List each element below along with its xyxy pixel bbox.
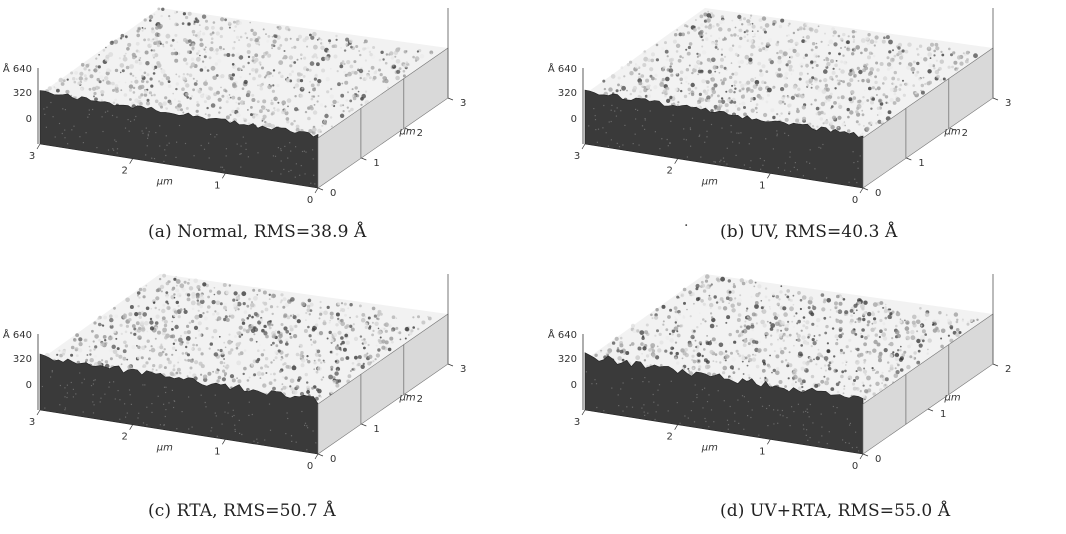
x-unit-label: μm (701, 442, 718, 453)
afm-panel-a: Å 640 320 0 3 2 1 0 μm 0 1 2 3 μm (0, 0, 520, 206)
x-tick-label: 1 (214, 180, 220, 191)
x-unit-label: μm (156, 442, 173, 453)
y-tick-label: 1 (918, 158, 924, 169)
x-tick-label: 3 (29, 151, 35, 162)
y-tick-label: 1 (940, 409, 946, 420)
y-tick-label: 2 (1005, 364, 1011, 375)
x-tick-label: 0 (307, 461, 313, 472)
y-tick-label: 2 (417, 128, 423, 139)
stray-mark: · (684, 218, 689, 234)
surface-texture (602, 10, 978, 139)
afm-surface-a: Å 640 320 0 3 2 1 0 μm 0 1 2 3 μm (3, 7, 466, 206)
z-tick-label: Å 640 (548, 328, 577, 341)
z-tick-label: 320 (558, 354, 577, 365)
z-tick-label: 320 (13, 354, 32, 365)
surface-texture (42, 7, 434, 138)
x-tick-label: 1 (759, 446, 765, 457)
y-tick-label: 1 (373, 158, 379, 169)
y-tick-label: 3 (460, 98, 466, 109)
y-unit-label: μm (399, 393, 416, 404)
x-tick-label: 3 (574, 417, 580, 428)
x-tick-label: 0 (852, 461, 858, 472)
y-tick-label: 2 (962, 128, 968, 139)
y-tick-label: 0 (330, 188, 336, 199)
z-tick-label: 0 (571, 114, 577, 125)
afm-panel-b: Å 640 320 0 3 2 1 0 μm 0 1 2 3 μm (545, 0, 1065, 206)
afm-surface-b: Å 640 320 0 3 2 1 0 μm 0 1 2 3 μm (548, 8, 1011, 206)
caption-a: (a) Normal, RMS=38.9 Å (148, 222, 367, 242)
y-tick-label: 0 (330, 454, 336, 465)
z-tick-label: Å 640 (3, 328, 32, 341)
y-tick-label: 0 (875, 454, 881, 465)
x-tick-label: 0 (307, 195, 313, 206)
caption-c: (c) RTA, RMS=50.7 Å (148, 501, 336, 521)
afm-panel-d: Å 640 320 0 3 2 1 0 μm 0 1 2 μm (545, 266, 1065, 472)
x-tick-label: 0 (852, 195, 858, 206)
y-tick-label: 3 (1005, 98, 1011, 109)
z-tick-label: 320 (13, 88, 32, 99)
y-tick-label: 0 (875, 188, 881, 199)
y-unit-label: μm (399, 127, 416, 138)
afm-panel-c: Å 640 320 0 3 2 1 0 μm 0 1 2 3 μm (0, 266, 520, 472)
z-tick-label: Å 640 (3, 62, 32, 75)
z-tick-label: 320 (558, 88, 577, 99)
z-tick-label: 0 (571, 380, 577, 391)
x-tick-label: 2 (121, 166, 127, 177)
caption-b: (b) UV, RMS=40.3 Å (720, 222, 898, 242)
x-tick-label: 2 (666, 166, 672, 177)
x-tick-label: 3 (574, 151, 580, 162)
x-tick-label: 2 (666, 432, 672, 443)
afm-surface-d: Å 640 320 0 3 2 1 0 μm 0 1 2 μm (548, 274, 1011, 472)
z-tick-label: 0 (26, 380, 32, 391)
y-unit-label: μm (944, 127, 961, 138)
caption-d: (d) UV+RTA, RMS=55.0 Å (720, 501, 951, 521)
x-tick-label: 3 (29, 417, 35, 428)
y-tick-label: 3 (460, 364, 466, 375)
z-tick-label: Å 640 (548, 62, 577, 75)
y-tick-label: 1 (373, 424, 379, 435)
x-tick-label: 1 (214, 446, 220, 457)
x-unit-label: μm (701, 176, 718, 187)
x-unit-label: μm (156, 176, 173, 187)
x-tick-label: 1 (759, 180, 765, 191)
afm-surface-c: Å 640 320 0 3 2 1 0 μm 0 1 2 3 μm (3, 273, 466, 472)
z-tick-label: 0 (26, 114, 32, 125)
y-unit-label: μm (944, 393, 961, 404)
y-tick-label: 2 (417, 394, 423, 405)
x-tick-label: 2 (121, 432, 127, 443)
